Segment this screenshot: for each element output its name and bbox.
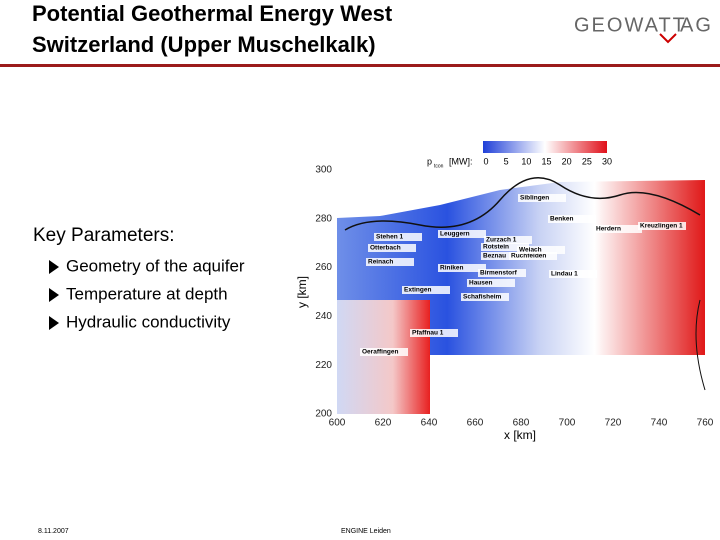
place-label: Zurzach 1 <box>486 237 517 244</box>
place-box <box>366 258 414 266</box>
y-tick-label: 300 <box>315 165 332 176</box>
place-box <box>518 194 566 202</box>
place-label: Schafisheim <box>463 294 502 301</box>
colorbar-tick: 0 <box>483 156 488 166</box>
place-box <box>481 252 529 260</box>
border-line <box>695 299 706 391</box>
place-box <box>517 246 565 254</box>
colorbar-tick: 20 <box>562 156 572 166</box>
footer-event: ENGINE Leiden <box>341 528 391 535</box>
footer-date: 8.11.2007 <box>38 528 69 535</box>
place-label: Leuggern <box>440 231 470 238</box>
place-box <box>438 230 486 238</box>
x-tick-label: 740 <box>651 418 668 429</box>
y-tick-label: 200 <box>315 409 332 420</box>
place-box <box>368 244 416 252</box>
title: Switzerland (Upper Muschelkalk) <box>32 32 376 57</box>
place-box <box>594 225 642 233</box>
y-axis-label: y [km] <box>295 276 309 308</box>
colorbar-tick: 30 <box>602 156 612 166</box>
bullet-icon <box>49 316 59 330</box>
logo: GEOWATT <box>574 14 687 36</box>
x-tick-label: 640 <box>421 418 438 429</box>
place-label: Pfaffnau 1 <box>412 330 444 337</box>
place-box <box>548 215 596 223</box>
place-label: Rotstein <box>483 244 509 251</box>
y-tick-label: 280 <box>315 213 332 224</box>
bullet: Geometry of the aquifer <box>66 256 245 275</box>
colorbar-tick: 5 <box>504 156 509 166</box>
place-label: Kreuzlingen 1 <box>640 223 683 230</box>
divider <box>0 64 720 67</box>
place-label: Herdern <box>596 226 621 233</box>
x-tick-label: 720 <box>605 418 622 429</box>
place-label: Hausen <box>469 280 493 287</box>
logo: AG <box>680 14 713 36</box>
place-label: Stehen 1 <box>376 234 403 241</box>
y-tick-label: 260 <box>315 262 332 273</box>
bullet-icon <box>49 260 59 274</box>
place-box <box>549 270 597 278</box>
place-label: Oeraffingen <box>362 349 399 356</box>
place-box <box>478 269 526 277</box>
colorbar <box>483 141 607 153</box>
colorbar-tick: 15 <box>541 156 551 166</box>
colorbar-tick: 10 <box>521 156 531 166</box>
place-box <box>360 348 408 356</box>
y-tick-label: 240 <box>315 311 332 322</box>
x-tick-label: 600 <box>329 418 346 429</box>
place-label: Birmenstorf <box>480 270 518 277</box>
place-box <box>438 264 486 272</box>
place-label: Weiach <box>519 247 542 254</box>
heatmap <box>337 300 430 414</box>
place-box <box>467 279 515 287</box>
place-box <box>402 286 450 294</box>
x-tick-label: 620 <box>375 418 392 429</box>
x-tick-label: 680 <box>513 418 530 429</box>
x-tick-label: 700 <box>559 418 576 429</box>
place-label: Otterbach <box>370 245 401 252</box>
y-tick-label: 220 <box>315 360 332 371</box>
place-label: Extingen <box>404 287 431 294</box>
place-label: Beznau <box>483 253 506 260</box>
place-label: Benken <box>550 216 574 223</box>
title: Potential Geothermal Energy West <box>32 1 393 26</box>
place-box <box>374 233 422 241</box>
place-box <box>638 222 686 230</box>
place-label: Reinach <box>368 259 393 266</box>
bullet-icon <box>49 288 59 302</box>
border-line <box>344 177 701 231</box>
bullet: Temperature at depth <box>66 284 228 303</box>
place-label: Siblingen <box>520 195 549 202</box>
place-box <box>461 293 509 301</box>
place-label: Ruchfelden <box>511 253 546 260</box>
colorbar-label: p <box>427 156 432 166</box>
bullets: Geometry of the aquifer Temperature at d… <box>49 256 245 331</box>
place-box <box>481 243 529 251</box>
x-axis-label: x [km] <box>504 428 536 442</box>
x-tick-label: 760 <box>697 418 714 429</box>
place-label: Riniken <box>440 265 464 272</box>
colorbar-label: [MW]: <box>449 156 473 166</box>
heading: Key Parameters: <box>33 225 175 246</box>
bullet: Hydraulic conductivity <box>66 312 231 331</box>
place-label: Lindau 1 <box>551 271 578 278</box>
place-box <box>410 329 458 337</box>
colorbar-tick: 25 <box>582 156 592 166</box>
map: p tcon [MW]: Siblingen Benken Herdern Kreuz… <box>295 141 706 442</box>
place-box <box>509 252 557 260</box>
x-tick-label: 660 <box>467 418 484 429</box>
place-box <box>484 236 532 244</box>
logo-mark <box>659 33 677 44</box>
colorbar-label: tcon <box>434 163 444 169</box>
